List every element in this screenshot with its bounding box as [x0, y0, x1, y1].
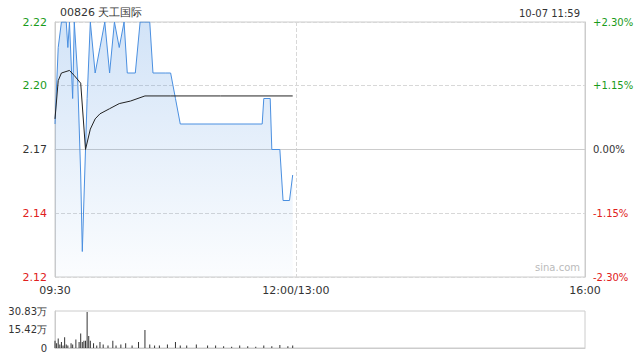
svg-text:0.00%: 0.00% [593, 144, 625, 155]
svg-text:09:30: 09:30 [39, 284, 71, 297]
svg-text:-1.15%: -1.15% [593, 208, 628, 219]
svg-text:+2.30%: +2.30% [593, 17, 633, 28]
svg-text:30.83万: 30.83万 [8, 306, 47, 317]
svg-text:-2.30%: -2.30% [593, 272, 628, 283]
svg-text:2.22: 2.22 [23, 16, 48, 29]
svg-text:2.14: 2.14 [23, 207, 48, 220]
svg-text:2.20: 2.20 [23, 79, 48, 92]
svg-text:2.12: 2.12 [23, 271, 48, 284]
svg-text:sina.com: sina.com [535, 262, 580, 273]
svg-text:12:00/13:00: 12:00/13:00 [262, 284, 329, 297]
svg-text:00826 天工国际: 00826 天工国际 [60, 6, 143, 19]
svg-text:0: 0 [41, 343, 47, 354]
svg-text:15.42万: 15.42万 [8, 324, 47, 335]
svg-text:+1.15%: +1.15% [593, 80, 633, 91]
svg-text:2.17: 2.17 [23, 143, 48, 156]
svg-text:10-07 11:59: 10-07 11:59 [519, 8, 580, 19]
svg-text:16:00: 16:00 [569, 284, 601, 297]
